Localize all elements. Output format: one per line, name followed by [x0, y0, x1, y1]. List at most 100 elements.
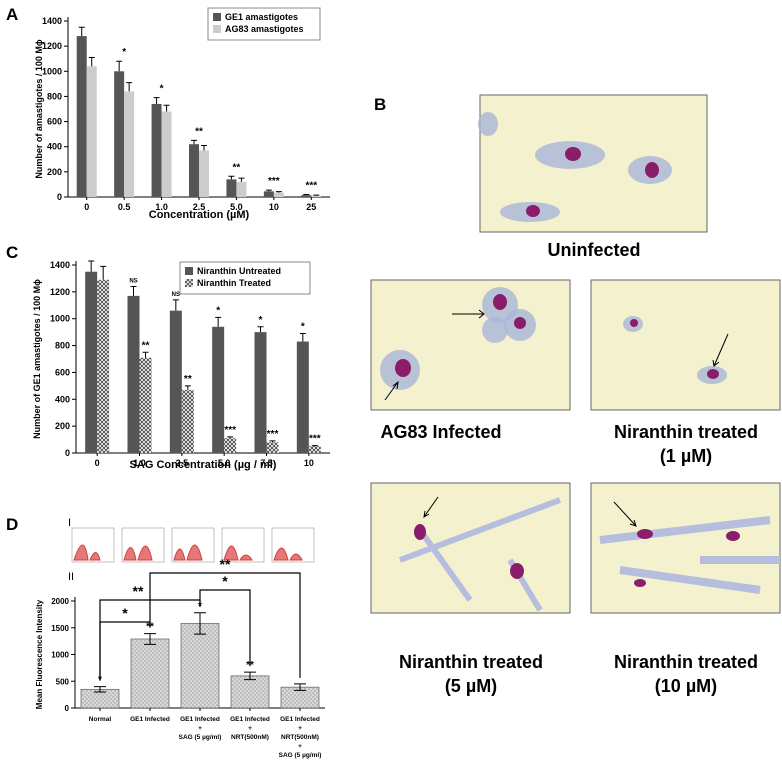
significance: *** [305, 180, 317, 191]
y-tick-label: 0 [57, 192, 62, 202]
bar [76, 36, 87, 198]
bar [226, 179, 237, 197]
x-axis-label: Concentration (µM) [149, 209, 250, 221]
error-bar [191, 139, 197, 145]
x-tick-label: 0.5 [118, 202, 131, 212]
x-tick-label: 7.5 [260, 458, 273, 468]
subpanel-label: II [68, 571, 74, 583]
bar [263, 191, 274, 197]
error-bar [228, 175, 235, 180]
bar [224, 438, 237, 453]
y-tick-label: 0 [65, 448, 70, 458]
error-bar [88, 260, 95, 272]
micrograph-caption: (10 µM) [655, 676, 717, 696]
y-tick-label: 400 [47, 142, 62, 152]
bar [308, 446, 321, 453]
legend-label: AG83 amastigotes [225, 24, 304, 34]
error-bar [294, 683, 306, 691]
significance: NS [129, 278, 137, 284]
y-tick-label: 600 [55, 367, 70, 377]
x-tick-label: 10 [304, 458, 314, 468]
y-tick-label: 1000 [42, 66, 62, 76]
bar [230, 675, 270, 709]
error-bar [238, 177, 245, 182]
error-bar [88, 56, 95, 67]
bar [266, 442, 279, 453]
error-bar [311, 445, 318, 447]
significance: *** [224, 425, 236, 436]
error-bar [265, 189, 272, 192]
significance: ** [142, 340, 150, 351]
error-bar [303, 193, 310, 196]
micrograph-caption: Niranthin treated [399, 652, 543, 672]
significance: * [301, 321, 305, 332]
error-bar [257, 326, 264, 333]
error-bar [126, 82, 133, 92]
error-bar [78, 26, 85, 37]
bar [236, 181, 247, 197]
x-tick-label: NRT(500nM) [231, 734, 269, 741]
x-tick-label: 10 [269, 202, 279, 212]
significance: ** [233, 162, 241, 173]
significance: * [222, 573, 228, 589]
bar [169, 310, 182, 453]
y-tick-label: 800 [55, 341, 70, 351]
significance: *** [268, 176, 280, 187]
y-tick-label: 400 [55, 394, 70, 404]
bar [97, 279, 110, 453]
legend-label: Niranthin Untreated [197, 266, 281, 276]
error-bar [227, 436, 234, 439]
error-bar [163, 104, 170, 112]
bar [130, 638, 170, 709]
bar [254, 332, 267, 453]
legend-label: Niranthin Treated [197, 278, 271, 288]
significance: NS [172, 292, 180, 298]
error-bar [172, 299, 179, 311]
y-tick-label: 1400 [50, 260, 70, 270]
panel-label: B [374, 95, 386, 114]
x-tick-label: 5.0 [230, 202, 243, 212]
error-bar [100, 265, 107, 280]
x-tick-label: 5.0 [218, 458, 231, 468]
x-tick-label: 2.5 [176, 458, 189, 468]
histograms [71, 527, 315, 563]
error-bar [215, 316, 222, 327]
bar [296, 341, 309, 453]
significance: * [122, 605, 128, 621]
bracket [199, 589, 251, 667]
legend-swatch [213, 13, 221, 21]
y-axis-label: Number of amastigotes / 100 Mϕ [34, 39, 44, 179]
x-tick-label: 2.5 [193, 202, 206, 212]
x-tick-label: GE1 Infected [280, 716, 320, 723]
error-bar [244, 671, 256, 681]
error-bar [130, 285, 137, 296]
error-bar [313, 194, 320, 196]
y-tick-label: 1000 [51, 651, 69, 660]
y-axis-label: Number of GE1 amastigotes / 100 Mϕ [32, 279, 42, 439]
bar [85, 271, 98, 453]
x-tick-label: GE1 Infected [180, 716, 220, 723]
error-bar [94, 686, 106, 693]
significance: *** [267, 429, 279, 440]
micrograph-caption: Niranthin treated [614, 422, 758, 442]
error-bar [269, 440, 276, 443]
significance: ** [184, 374, 192, 385]
legend-swatch [185, 267, 193, 275]
x-tick-label: Normal [89, 716, 112, 723]
significance: * [259, 315, 263, 326]
y-tick-label: 500 [56, 677, 70, 686]
bar [189, 144, 199, 197]
legend-label: GE1 amastigotes [225, 12, 298, 22]
bar [199, 150, 209, 197]
bar [151, 103, 162, 197]
error-bar [275, 191, 282, 193]
legend-swatch [213, 25, 221, 33]
panel-label: D [6, 515, 18, 534]
bar [127, 295, 140, 453]
error-bar [142, 351, 149, 358]
bar [212, 326, 225, 453]
legend-box [179, 261, 311, 295]
y-tick-label: 1200 [50, 287, 70, 297]
y-axis-label: Mean Fluorescence Intensity [35, 599, 44, 709]
x-tick-label: NRT(500nM) [281, 734, 319, 741]
